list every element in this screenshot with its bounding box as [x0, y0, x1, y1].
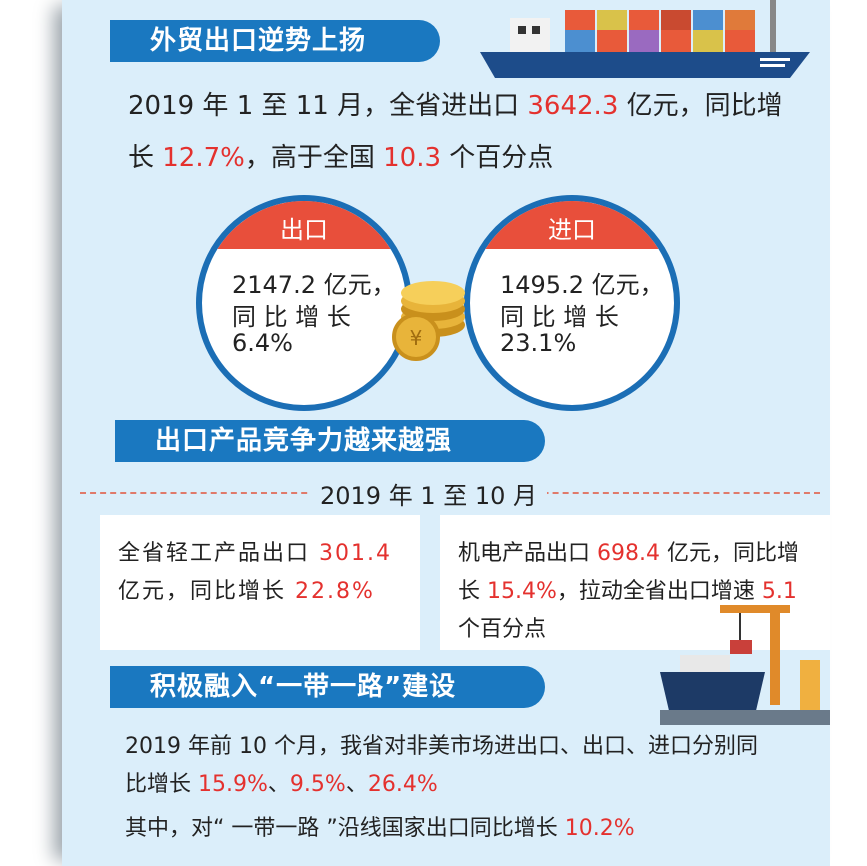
highlight-number: 12.7%	[162, 143, 245, 173]
paragraph: 其中，对“ 一带一路 ”沿线国家出口同比增长 10.2%	[125, 810, 785, 848]
text-segment: 个百分点	[458, 617, 547, 642]
circle-line: 2147.2 亿元，	[232, 271, 396, 299]
text-segment: 亿元，同比增长	[118, 579, 295, 604]
info-box: 全省轻工产品出口 301.4 亿元，同比增长 22.8%	[100, 515, 420, 650]
paragraph: 2019 年前 10 个月，我省对非美市场进出口、出口、进口分别同比增长 15.…	[125, 728, 765, 804]
info-box: 机电产品出口 698.4 亿元，同比增长 15.4%，拉动全省出口增速 5.1 …	[440, 515, 830, 650]
circle-line: 1495.2 亿元，	[500, 271, 664, 299]
ship-illustration	[480, 0, 810, 78]
import-circle: 进口 1495.2 亿元， 同 比 增 长 23.1%	[464, 195, 680, 411]
highlight-number: 26.4%	[367, 772, 438, 797]
text-segment: 2019 年 1 至 11 月，全省进出口	[128, 91, 528, 121]
intro-text: 2019 年 1 至 11 月，全省进出口 3642.3 亿元，同比增长 12.…	[128, 80, 788, 184]
highlight-number: 3642.3	[527, 91, 619, 121]
highlight-number: 22.8%	[295, 579, 375, 604]
text-segment: ，高于全国	[244, 143, 384, 173]
export-circle: 出口 2147.2 亿元， 同 比 增 长 6.4%	[196, 195, 412, 411]
circle-label: 出口	[202, 201, 406, 249]
circle-line: 同 比 增 长	[500, 303, 619, 331]
highlight-number: 9.5%	[289, 772, 346, 797]
text-segment: 亿元，同比增长	[458, 541, 799, 604]
text-segment: 个百分点	[441, 143, 554, 173]
circle-line: 同 比 增 长	[232, 303, 351, 331]
highlight-number: 698.4	[597, 541, 660, 566]
circle-label: 进口	[470, 201, 674, 249]
highlight-number: 15.9%	[198, 772, 268, 797]
highlight-number: 10.3	[383, 143, 442, 173]
highlight-number: 10.2%	[564, 816, 635, 841]
text-segment: 、	[267, 772, 290, 797]
coins: ¥	[392, 281, 465, 361]
banner: 外贸出口逆势上扬	[110, 20, 440, 62]
banner: 出口产品竞争力越来越强	[115, 420, 545, 462]
period: 2019 年 1 至 10 月	[310, 476, 548, 511]
svg-text:¥: ¥	[410, 326, 423, 350]
circle-line: 6.4%	[232, 329, 293, 357]
highlight-number: 301.4	[319, 541, 392, 566]
text-segment: 机电产品出口	[458, 541, 597, 566]
text-segment: 其中，对“ 一带一路 ”沿线国家出口同比增长	[125, 816, 565, 841]
highlight-number: 5.1	[761, 579, 797, 604]
banner: 积极融入“一带一路”建设	[110, 666, 545, 708]
text-segment: 2019 年前 10 个月，我省对非美市场进出口、出口、进口分别同比增长	[125, 734, 758, 797]
port-illustration	[660, 605, 830, 725]
text-segment: 全省轻工产品出口	[118, 541, 319, 566]
circle-line: 23.1%	[500, 329, 577, 357]
text-segment: 亿元，同比增长	[128, 91, 783, 173]
text-segment: 、	[345, 772, 368, 797]
highlight-number: 15.4%	[487, 579, 557, 604]
text-segment: ，拉动全省出口增速	[556, 579, 762, 604]
